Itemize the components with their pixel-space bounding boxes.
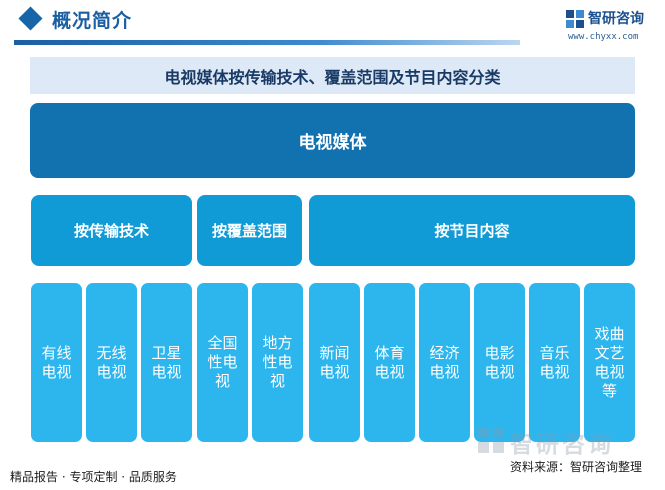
leaf-node: 卫星电视 <box>141 283 192 442</box>
logo-text: 智研咨询 <box>588 11 644 27</box>
watermark-text: 智研咨询 <box>510 432 614 458</box>
leaf-node: 电影电视 <box>474 283 525 442</box>
leaf-node: 地方性电视 <box>252 283 303 442</box>
diagram-title-bar: 电视媒体按传输技术、覆盖范围及节目内容分类 <box>30 57 635 94</box>
category-node-transmission: 按传输技术 <box>31 195 192 266</box>
logo-icon <box>566 10 584 28</box>
leaf-node: 音乐电视 <box>529 283 580 442</box>
leaf-node: 有线电视 <box>31 283 82 442</box>
source-note: 资料来源：智研咨询整理 <box>510 460 643 474</box>
leaf-node: 戏曲文艺电视等 <box>584 283 635 442</box>
logo-url: www.chyxx.com <box>568 32 639 42</box>
section-title: 概况简介 <box>52 10 133 32</box>
page-header: 概况简介 <box>0 0 665 50</box>
watermark-logo-icon <box>478 427 504 453</box>
footer-slogan: 精品报告 · 专项定制 · 品质服务 <box>10 470 177 484</box>
root-node: 电视媒体 <box>30 103 635 178</box>
header-divider <box>14 40 520 45</box>
category-node-coverage: 按覆盖范围 <box>197 195 302 266</box>
brand-logo: 智研咨询 www.chyxx.com <box>566 7 661 45</box>
leaf-node: 体育电视 <box>364 283 415 442</box>
diagram-title: 电视媒体按传输技术、覆盖范围及节目内容分类 <box>164 67 501 87</box>
watermark: 智研咨询 <box>478 425 658 458</box>
leaf-node: 新闻电视 <box>309 283 360 442</box>
category-node-content: 按节目内容 <box>309 195 635 266</box>
leaf-node: 经济电视 <box>419 283 470 442</box>
leaf-node: 无线电视 <box>86 283 137 442</box>
leaf-node: 全国性电视 <box>197 283 248 442</box>
diamond-icon <box>18 6 43 31</box>
